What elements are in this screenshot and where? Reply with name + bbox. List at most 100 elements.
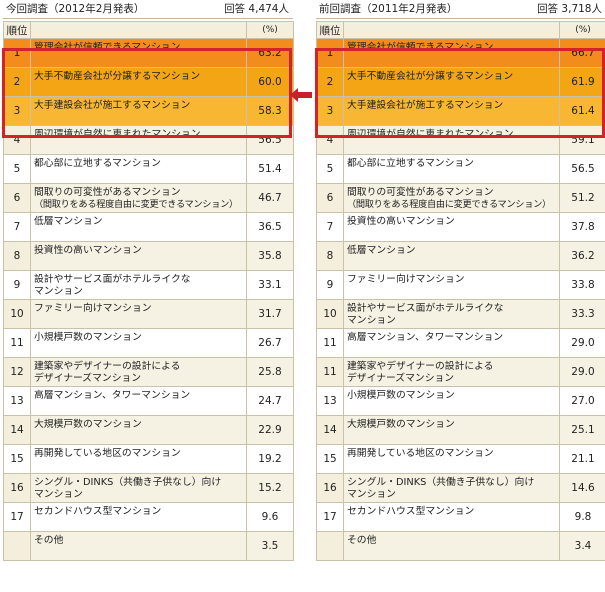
percent-cell: 26.7 [246,328,294,358]
rank-cell: 13 [3,386,31,416]
panel-title: 前回調査（2011年2月発表） [319,3,458,15]
rank-cell [316,531,344,561]
item-label: 都心部に立地するマンション [347,158,474,169]
percent-cell: 51.2 [559,183,605,213]
ranking-table: 順位 (%) 1 管理会社が信頼できるマンション 63.2 2 大手不動産会社が分譲する… [3,21,294,561]
percent-cell: 37.8 [559,212,605,242]
item-label: 周辺環境が自然に恵まれたマンション [34,129,201,140]
ranking-body: 1 管理会社が信頼できるマンション 66.7 2 大手不動産会社が分譲するマンション 61… [316,38,605,561]
item-label: 低層マンション [34,216,103,227]
item-label: 小規模戸数のマンション [34,332,142,343]
item-cell: シングル・DINKS（共働き子供なし）向け マンション [343,473,560,503]
table-row: その他 3.5 [3,531,294,561]
table-row: 13 高層マンション、タワーマンション 24.7 [3,386,294,416]
percent-cell: 36.5 [246,212,294,242]
table-row: 4 周辺環境が自然に恵まれたマンション 59.1 [316,125,605,155]
percent-cell: 9.8 [559,502,605,532]
item-label: 大手不動産会社が分譲するマンション [347,71,514,82]
rank-cell: 16 [316,473,344,503]
table-row: 4 周辺環境が自然に恵まれたマンション 56.5 [3,125,294,155]
item-label: 大手建設会社が施工するマンション [34,100,191,111]
item-cell: 設計やサービス面がホテルライクな マンション [343,299,560,329]
header-rank: 順位 [3,21,31,39]
item-label: 投資性の高いマンション [34,245,142,256]
item-label: 大規模戸数のマンション [34,419,142,430]
rank-cell: 2 [316,67,344,97]
table-row: 5 都心部に立地するマンション 56.5 [316,154,605,184]
item-label: その他 [347,535,377,546]
rank-cell: 5 [316,154,344,184]
percent-cell: 21.1 [559,444,605,474]
item-label: 高層マンション、タワーマンション [347,332,504,343]
percent-cell: 22.9 [246,415,294,445]
item-cell: 小規模戸数のマンション [343,386,560,416]
item-cell: セカンドハウス型マンション [30,502,247,532]
item-label: 小規模戸数のマンション [347,390,455,401]
item-label: 周辺環境が自然に恵まれたマンション [347,129,514,140]
rank-cell: 6 [3,183,31,213]
item-cell: 都心部に立地するマンション [30,154,247,184]
rank-cell: 5 [3,154,31,184]
item-cell: 管理会社が信頼できるマンション [30,38,247,68]
item-label: 建築家やデザイナーの設計による [347,361,494,372]
table-row: 15 再開発している地区のマンション 19.2 [3,444,294,474]
table-row: 5 都心部に立地するマンション 51.4 [3,154,294,184]
item-cell: 間取りの可変性があるマンション （間取りをある程度自由に変更できるマンション） [343,183,560,213]
item-label: 建築家やデザイナーの設計による [34,361,181,372]
table-header-row: 順位 (%) [316,21,605,39]
percent-cell: 36.2 [559,241,605,271]
item-label: 再開発している地区のマンション [34,448,181,459]
table-row: 8 低層マンション 36.2 [316,241,605,271]
item-label: 管理会社が信頼できるマンション [34,42,181,53]
item-label: 大手不動産会社が分譲するマンション [34,71,201,82]
item-cell: 投資性の高いマンション [30,241,247,271]
percent-cell: 33.1 [246,270,294,300]
panel-header: 今回調査（2012年2月発表） 回答 4,474人 [3,0,293,19]
header-rank: 順位 [316,21,344,39]
rank-cell: 9 [3,270,31,300]
header-name [343,21,560,39]
rank-cell: 9 [316,270,344,300]
percent-cell: 3.4 [559,531,605,561]
item-label: その他 [34,535,64,546]
table-row: 1 管理会社が信頼できるマンション 66.7 [316,38,605,68]
item-cell: その他 [343,531,560,561]
item-cell: 建築家やデザイナーの設計による デザイナーズマンション [30,357,247,387]
rank-cell: 2 [3,67,31,97]
header-name [30,21,247,39]
percent-cell: 9.6 [246,502,294,532]
table-row: 15 再開発している地区のマンション 21.1 [316,444,605,474]
item-label: 管理会社が信頼できるマンション [347,42,494,53]
item-label-sub: デザイナーズマンション [347,373,455,384]
item-label: 大手建設会社が施工するマンション [347,100,504,111]
rank-cell: 1 [316,38,344,68]
rank-cell: 15 [3,444,31,474]
item-label: 投資性の高いマンション [347,216,455,227]
item-label: 設計やサービス面がホテルライクな [347,303,504,314]
percent-cell: 33.8 [559,270,605,300]
table-header-row: 順位 (%) [3,21,294,39]
table-row: 17 セカンドハウス型マンション 9.8 [316,502,605,532]
percent-cell: 14.6 [559,473,605,503]
percent-cell: 31.7 [246,299,294,329]
item-cell: 再開発している地区のマンション [30,444,247,474]
percent-cell: 56.5 [559,154,605,184]
item-label: 間取りの可変性があるマンション [347,187,494,198]
table-row: 8 投資性の高いマンション 35.8 [3,241,294,271]
percent-cell: 59.1 [559,125,605,155]
percent-cell: 29.0 [559,328,605,358]
item-label: シングル・DINKS（共働き子供なし）向け [347,477,535,488]
rank-cell: 14 [316,415,344,445]
table-row: 3 大手建設会社が施工するマンション 58.3 [3,96,294,126]
percent-cell: 61.9 [559,67,605,97]
rank-cell: 7 [3,212,31,242]
header-percent: (%) [246,21,294,39]
percent-cell: 63.2 [246,38,294,68]
item-cell: 大手不動産会社が分譲するマンション [30,67,247,97]
item-cell: 周辺環境が自然に恵まれたマンション [343,125,560,155]
item-label-sub: マンション [347,315,396,326]
table-row: 7 低層マンション 36.5 [3,212,294,242]
table-row: 6 間取りの可変性があるマンション （間取りをある程度自由に変更できるマンション） 4… [3,183,294,213]
percent-cell: 35.8 [246,241,294,271]
table-row: 1 管理会社が信頼できるマンション 63.2 [3,38,294,68]
